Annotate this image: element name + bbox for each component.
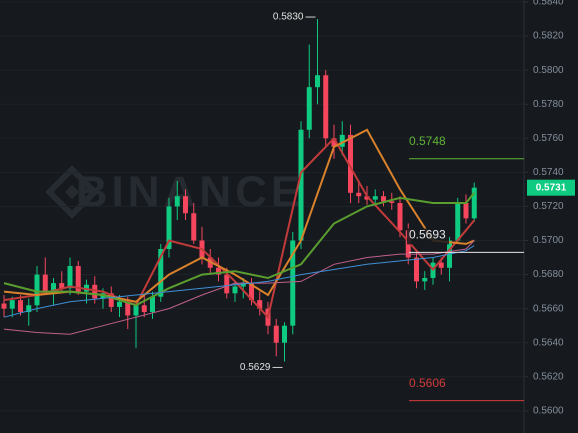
candle-body	[306, 87, 312, 130]
candle-body	[42, 274, 48, 292]
candle-body	[397, 203, 403, 231]
y-tick-label: 0.5720	[533, 201, 564, 212]
candle-body	[34, 274, 40, 306]
candle-body	[257, 300, 263, 309]
candle-body	[331, 138, 337, 147]
candle-body	[141, 305, 147, 313]
last-price-label: 0.5731	[536, 182, 567, 193]
moving-average-line	[3, 136, 476, 320]
candle-body	[389, 201, 395, 204]
candle-body	[323, 75, 329, 139]
candle-body	[348, 134, 353, 193]
candle-body	[290, 240, 296, 326]
y-tick-label: 0.5780	[533, 99, 564, 110]
extreme-marker-label: 0.5830	[273, 12, 304, 23]
price-line-label: 0.5606	[409, 376, 446, 390]
candle-body	[240, 283, 246, 287]
candle-body	[67, 266, 73, 289]
candle-body	[92, 284, 98, 299]
candle-body	[9, 300, 15, 309]
candle-body	[414, 257, 419, 282]
candle-body	[26, 305, 32, 313]
price-line-label-bg	[407, 228, 449, 245]
candle-body	[191, 213, 197, 241]
y-tick-label: 0.5700	[533, 235, 564, 246]
price-line-label: 0.5693	[409, 228, 446, 242]
candle-body	[372, 196, 378, 200]
candle-body	[174, 196, 180, 207]
candle-body	[356, 192, 362, 197]
candle-body	[273, 325, 279, 343]
candle-body	[339, 134, 345, 147]
y-tick-label: 0.5840	[533, 0, 564, 8]
candle-body	[117, 301, 122, 307]
candle-body	[18, 300, 23, 313]
candle-body	[282, 325, 287, 343]
candle-body	[166, 206, 172, 250]
last-price-badge	[527, 179, 575, 196]
y-tick-label: 0.5820	[533, 31, 564, 42]
candle-body	[108, 293, 114, 307]
candle-body	[455, 203, 461, 241]
candle-body	[224, 274, 230, 294]
candle-body	[150, 296, 155, 313]
candle-body	[364, 196, 370, 200]
candle-body	[438, 262, 444, 268]
candle-body	[381, 196, 386, 202]
candle-body	[125, 301, 131, 316]
y-tick-label: 0.5760	[533, 133, 564, 144]
candle-body	[298, 129, 304, 241]
candle-body	[315, 75, 320, 88]
moving-average-line	[3, 245, 475, 318]
candle-body	[1, 303, 7, 309]
y-tick-label: 0.5800	[533, 65, 564, 76]
candle-body	[216, 267, 221, 275]
watermark: BINANCE	[76, 168, 304, 217]
candle-body	[183, 196, 188, 214]
candle-body	[249, 283, 254, 301]
y-tick-label: 0.5640	[533, 337, 564, 348]
price-line-label: 0.5748	[409, 134, 446, 148]
y-tick-label: 0.5660	[533, 303, 564, 314]
candle-body	[471, 187, 477, 219]
y-tick-label: 0.5680	[533, 269, 564, 280]
y-tick-label: 0.5740	[533, 167, 564, 178]
y-tick-label: 0.5620	[533, 371, 564, 382]
candle-body	[133, 305, 139, 316]
y-tick-label: 0.5600	[533, 405, 564, 416]
candle-body	[158, 249, 164, 297]
candle-body	[75, 266, 81, 292]
candle-body	[232, 286, 238, 294]
candle-body	[51, 283, 56, 292]
candle-body	[59, 283, 65, 289]
candle-body	[463, 203, 469, 219]
candle-body	[422, 277, 428, 282]
extreme-marker-label: 0.5629	[240, 362, 271, 373]
moving-average-line	[3, 192, 476, 307]
